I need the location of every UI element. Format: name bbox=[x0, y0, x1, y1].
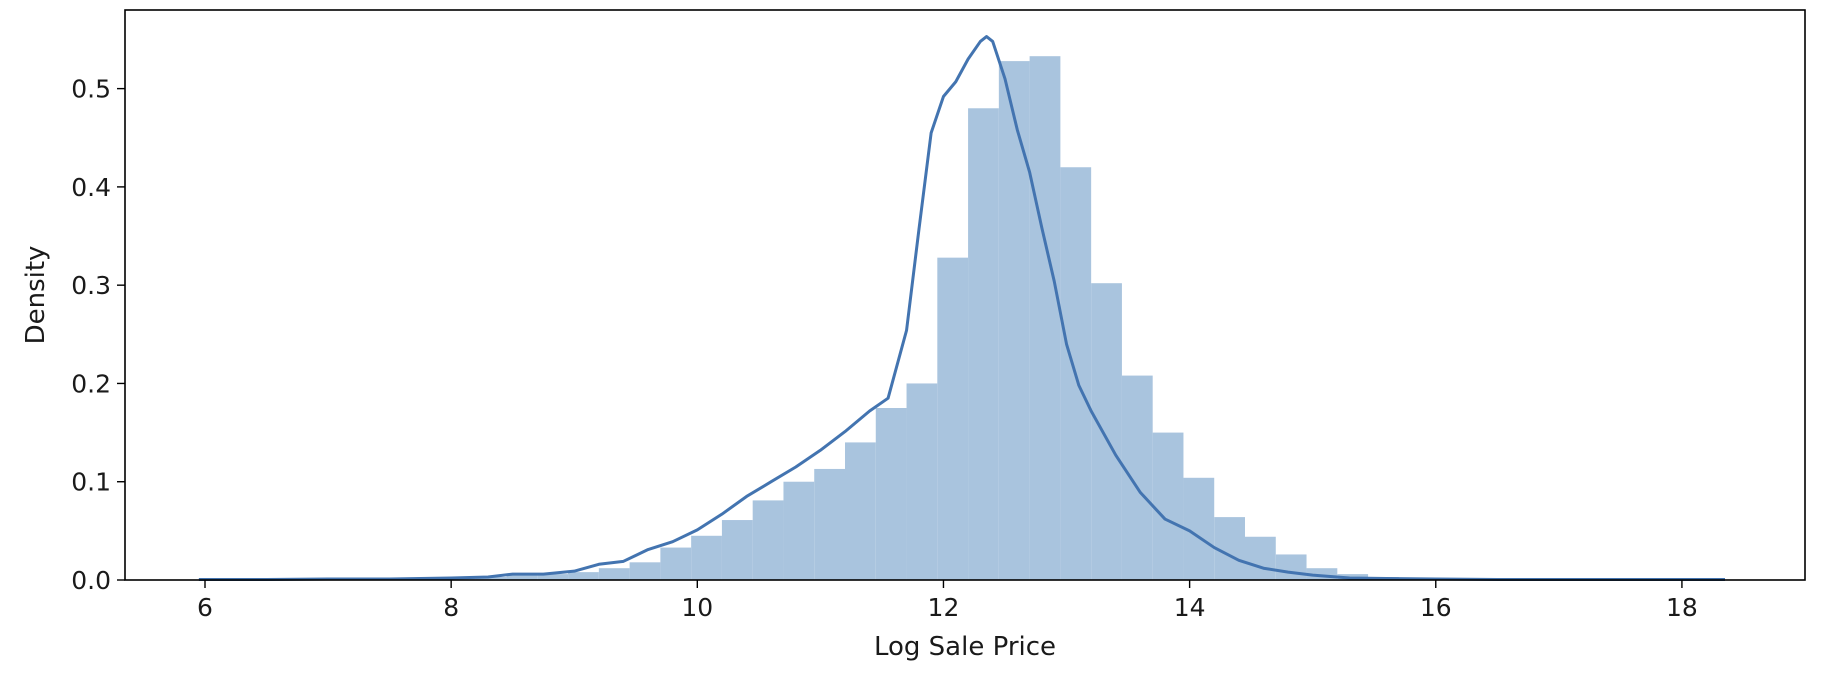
y-tick-label: 0.0 bbox=[71, 566, 111, 595]
histogram-bar bbox=[968, 108, 999, 580]
histogram-bar bbox=[1091, 283, 1122, 580]
histogram-bar bbox=[660, 548, 691, 580]
x-tick-label: 8 bbox=[443, 593, 459, 622]
histogram-bars bbox=[199, 56, 1707, 580]
x-tick-label: 18 bbox=[1666, 593, 1698, 622]
histogram-bar bbox=[691, 536, 722, 580]
y-tick-label: 0.4 bbox=[71, 173, 111, 202]
histogram-bar bbox=[722, 520, 753, 580]
histogram-bar bbox=[1122, 376, 1153, 580]
y-axis-ticks: 0.0 0.1 0.2 0.3 0.4 0.5 bbox=[71, 75, 125, 595]
y-tick-label: 0.1 bbox=[71, 468, 111, 497]
histogram-bar bbox=[845, 442, 876, 580]
x-tick-label: 14 bbox=[1174, 593, 1206, 622]
x-tick-label: 16 bbox=[1420, 593, 1452, 622]
histogram-bar bbox=[814, 469, 845, 580]
histogram-bar bbox=[1030, 56, 1061, 580]
x-axis-ticks: 6 8 10 12 14 16 18 bbox=[197, 580, 1698, 622]
y-tick-label: 0.2 bbox=[71, 369, 111, 398]
x-tick-label: 10 bbox=[681, 593, 713, 622]
x-tick-label: 6 bbox=[197, 593, 213, 622]
y-tick-label: 0.5 bbox=[71, 75, 111, 104]
histogram-bar bbox=[630, 562, 661, 580]
histogram-bar bbox=[876, 408, 907, 580]
histogram-bar bbox=[1276, 554, 1307, 580]
histogram-bar bbox=[568, 572, 599, 580]
histogram-bar bbox=[937, 258, 968, 580]
x-axis-label: Log Sale Price bbox=[874, 632, 1056, 662]
histogram-bar bbox=[999, 61, 1030, 580]
y-tick-label: 0.3 bbox=[71, 271, 111, 300]
histogram-bar bbox=[599, 568, 630, 580]
histogram-bar bbox=[907, 383, 938, 580]
y-axis-label: Density bbox=[21, 246, 51, 345]
histogram-bar bbox=[783, 482, 814, 580]
histogram-bar bbox=[1153, 433, 1184, 580]
histogram-bar bbox=[1245, 537, 1276, 580]
x-tick-label: 12 bbox=[928, 593, 960, 622]
histogram-bar bbox=[753, 500, 784, 580]
